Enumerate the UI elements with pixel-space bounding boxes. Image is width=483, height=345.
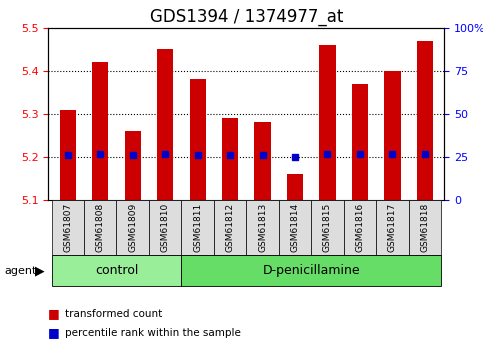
Bar [352, 83, 368, 200]
Text: D-penicillamine: D-penicillamine [262, 264, 360, 277]
Bar [409, 200, 441, 255]
Bar [417, 40, 433, 200]
Text: GSM61817: GSM61817 [388, 203, 397, 252]
Bar [344, 200, 376, 255]
Text: ▶: ▶ [35, 264, 44, 277]
Text: GSM61818: GSM61818 [420, 203, 429, 252]
Bar [222, 118, 238, 200]
Title: GDS1394 / 1374977_at: GDS1394 / 1374977_at [150, 8, 343, 26]
Bar [246, 200, 279, 255]
Text: GSM61807: GSM61807 [63, 203, 72, 252]
Text: control: control [95, 264, 138, 277]
Bar [214, 200, 246, 255]
Text: GSM61816: GSM61816 [355, 203, 365, 252]
Bar [319, 45, 336, 200]
Bar [384, 71, 400, 200]
Bar [311, 200, 344, 255]
Bar [52, 200, 84, 255]
Bar [376, 200, 409, 255]
Text: GSM61815: GSM61815 [323, 203, 332, 252]
Bar [255, 122, 270, 200]
Text: agent: agent [5, 266, 37, 276]
Text: GSM61812: GSM61812 [226, 203, 235, 252]
Text: GSM61810: GSM61810 [161, 203, 170, 252]
Bar [279, 200, 311, 255]
Bar [182, 255, 441, 286]
Bar [189, 79, 206, 200]
Text: GSM61808: GSM61808 [96, 203, 105, 252]
Bar [116, 200, 149, 255]
Bar [287, 174, 303, 200]
Bar [125, 131, 141, 200]
Bar [157, 49, 173, 200]
Text: ■: ■ [48, 326, 60, 339]
Text: transformed count: transformed count [65, 309, 162, 319]
Text: GSM61809: GSM61809 [128, 203, 137, 252]
Text: ■: ■ [48, 307, 60, 321]
Bar [60, 109, 76, 200]
Bar [182, 200, 214, 255]
Bar [92, 62, 108, 200]
Text: GSM61813: GSM61813 [258, 203, 267, 252]
Bar [84, 200, 116, 255]
Text: percentile rank within the sample: percentile rank within the sample [65, 328, 241, 338]
Bar [149, 200, 182, 255]
Text: GSM61811: GSM61811 [193, 203, 202, 252]
Text: GSM61814: GSM61814 [291, 203, 299, 252]
Bar [52, 255, 182, 286]
